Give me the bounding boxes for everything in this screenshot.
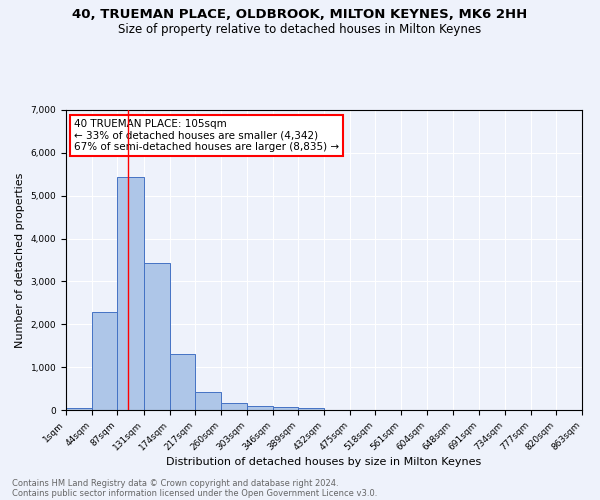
Bar — [118, 177, 144, 410]
Y-axis label: Number of detached properties: Number of detached properties — [15, 172, 25, 348]
Text: Size of property relative to detached houses in Milton Keynes: Size of property relative to detached ho… — [118, 22, 482, 36]
Bar — [221, 402, 247, 410]
Text: 40, TRUEMAN PLACE, OLDBROOK, MILTON KEYNES, MK6 2HH: 40, TRUEMAN PLACE, OLDBROOK, MILTON KEYN… — [73, 8, 527, 20]
Bar — [170, 354, 195, 410]
Bar — [195, 392, 221, 410]
X-axis label: Distribution of detached houses by size in Milton Keynes: Distribution of detached houses by size … — [166, 458, 482, 468]
Text: 40 TRUEMAN PLACE: 105sqm
← 33% of detached houses are smaller (4,342)
67% of sem: 40 TRUEMAN PLACE: 105sqm ← 33% of detach… — [74, 119, 339, 152]
Text: Contains HM Land Registry data © Crown copyright and database right 2024.: Contains HM Land Registry data © Crown c… — [12, 478, 338, 488]
Bar — [92, 312, 118, 410]
Bar — [298, 408, 324, 410]
Bar — [272, 407, 298, 410]
Bar — [66, 408, 92, 410]
Text: Contains public sector information licensed under the Open Government Licence v3: Contains public sector information licen… — [12, 488, 377, 498]
Bar — [247, 406, 272, 410]
Bar — [144, 262, 170, 410]
